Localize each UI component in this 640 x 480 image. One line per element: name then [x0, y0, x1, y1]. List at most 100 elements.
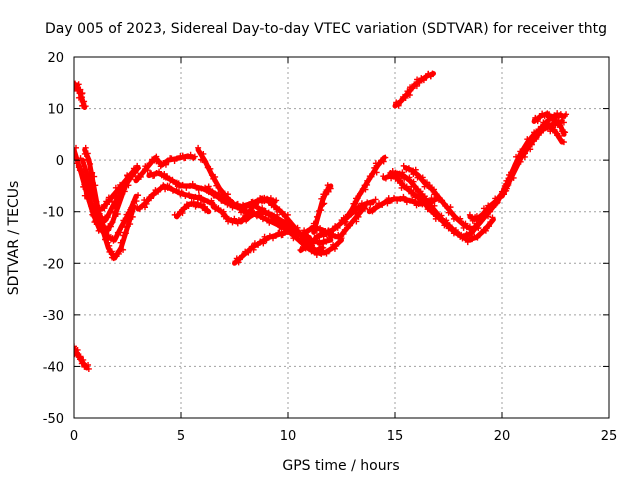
- data-point-marker: [150, 190, 157, 197]
- data-point-marker: [259, 208, 266, 215]
- data-point-marker: [487, 219, 494, 226]
- data-point-marker: [198, 185, 205, 192]
- data-point-marker: [205, 183, 212, 190]
- data-point-marker: [255, 241, 262, 248]
- data-point-marker: [162, 161, 169, 168]
- data-point-marker: [200, 150, 207, 157]
- data-point-marker: [120, 217, 127, 224]
- x-tick-label: 5: [177, 429, 185, 444]
- data-point-marker: [304, 242, 311, 249]
- data-point-marker: [106, 248, 113, 255]
- data-point-marker: [109, 208, 116, 215]
- data-point-marker: [168, 155, 175, 162]
- data-point-marker: [322, 191, 329, 198]
- data-point-marker: [489, 214, 496, 221]
- data-point-marker: [361, 182, 368, 189]
- data-point-marker: [173, 155, 180, 162]
- data-point-marker: [176, 183, 182, 190]
- data-point-marker: [142, 204, 149, 211]
- data-point-marker: [207, 165, 214, 172]
- data-point-marker: [364, 177, 371, 184]
- data-point-marker: [215, 189, 222, 196]
- data-point-marker: [556, 122, 563, 129]
- data-point-marker: [322, 228, 329, 235]
- data-point-marker: [212, 190, 219, 197]
- data-point-marker: [404, 88, 411, 95]
- data-point-marker: [428, 195, 435, 202]
- data-point-marker: [332, 233, 339, 240]
- data-point-marker: [218, 197, 225, 204]
- data-point-marker: [341, 226, 348, 233]
- data-point-marker: [89, 169, 96, 176]
- data-point-marker: [250, 246, 257, 253]
- data-point-marker: [297, 247, 304, 254]
- series-sat-track-09: [134, 182, 218, 212]
- data-point-marker: [563, 111, 570, 118]
- data-point-marker: [192, 183, 199, 190]
- chart-title: Day 005 of 2023, Sidereal Day-to-day VTE…: [45, 21, 607, 37]
- data-point-marker: [287, 230, 294, 237]
- data-point-marker: [311, 235, 318, 242]
- data-point-marker: [89, 180, 96, 187]
- y-tick-label: -50: [43, 412, 64, 427]
- data-point-marker: [187, 151, 194, 158]
- series-sat-track-01: [74, 80, 89, 111]
- data-point-marker: [77, 356, 84, 363]
- data-point-marker: [323, 250, 330, 257]
- data-point-marker: [240, 208, 247, 215]
- data-point-marker: [270, 235, 277, 242]
- data-point-marker: [235, 259, 242, 266]
- data-point-marker: [262, 208, 269, 215]
- data-point-marker: [245, 249, 252, 256]
- data-point-marker: [80, 163, 87, 170]
- data-point-marker: [466, 211, 473, 218]
- data-point-marker: [115, 195, 122, 202]
- data-point-marker: [367, 201, 374, 208]
- data-point-marker: [87, 189, 94, 196]
- data-point-marker: [462, 234, 469, 241]
- tick-layer: 0 5 10 15 20 25 20 10 0 -10 -20 -30 -40 -50: [43, 51, 618, 444]
- data-point-marker: [382, 154, 389, 161]
- data-point-marker: [320, 201, 327, 208]
- y-tick-label: -40: [43, 360, 64, 375]
- plot-area: [74, 70, 570, 372]
- data-point-marker: [471, 216, 478, 223]
- data-point-marker: [137, 173, 144, 180]
- data-point-marker: [83, 190, 90, 197]
- data-point-marker: [135, 192, 142, 199]
- data-point-marker: [490, 200, 497, 207]
- data-point-marker: [133, 164, 140, 171]
- data-point-marker: [544, 117, 551, 124]
- data-point-marker: [429, 70, 436, 77]
- x-tick-label: 10: [280, 429, 297, 444]
- data-point-marker: [233, 255, 240, 262]
- data-point-marker: [111, 199, 118, 206]
- data-point-marker: [132, 176, 139, 183]
- data-point-marker: [186, 191, 193, 198]
- data-point-marker: [357, 190, 364, 197]
- data-point-marker: [505, 180, 512, 187]
- data-point-marker: [512, 164, 519, 171]
- data-point-marker: [419, 193, 426, 200]
- data-point-marker: [362, 186, 369, 193]
- data-point-marker: [380, 158, 387, 165]
- data-point-marker: [245, 213, 252, 220]
- data-point-marker: [266, 219, 273, 226]
- data-point-marker: [260, 240, 267, 247]
- data-point-marker: [161, 173, 168, 180]
- series-sat-track-29: [519, 122, 567, 158]
- data-point-marker: [522, 150, 529, 157]
- series-sat-track-08: [132, 151, 198, 184]
- data-point-marker: [215, 205, 222, 212]
- data-point-marker: [188, 195, 195, 202]
- data-point-marker: [412, 183, 419, 190]
- data-point-marker: [474, 234, 481, 241]
- data-point-marker: [195, 144, 202, 151]
- data-point-marker: [420, 77, 427, 84]
- data-point-marker: [109, 219, 116, 226]
- data-point-marker: [79, 102, 86, 109]
- x-tick-label: 25: [601, 429, 618, 444]
- y-tick-label: 0: [56, 154, 64, 169]
- data-point-marker: [212, 205, 219, 212]
